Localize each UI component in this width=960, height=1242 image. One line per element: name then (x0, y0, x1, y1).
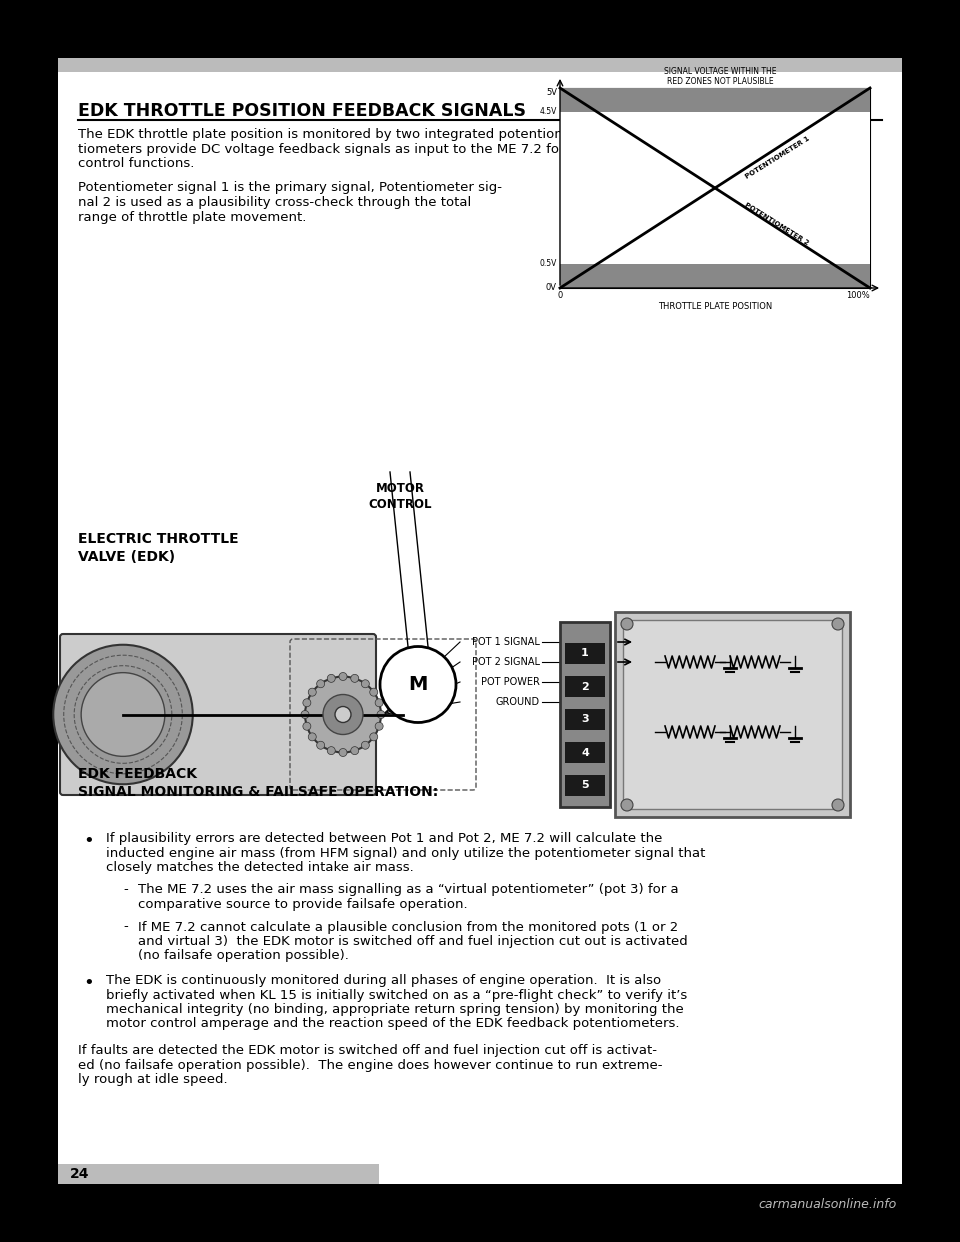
Text: EDK FEEDBACK: EDK FEEDBACK (78, 768, 197, 781)
Text: POT POWER: POT POWER (481, 677, 540, 687)
Text: If faults are detected the EDK motor is switched off and fuel injection cut off : If faults are detected the EDK motor is … (78, 1045, 657, 1057)
Text: POTENTIOMETER 1: POTENTIOMETER 1 (744, 135, 810, 180)
Text: ed (no failsafe operation possible).  The engine does however continue to run ex: ed (no failsafe operation possible). The… (78, 1058, 662, 1072)
Bar (560, 265, 870, 288)
Text: SIGNAL MONITORING & FAILSAFE OPERATION:: SIGNAL MONITORING & FAILSAFE OPERATION: (78, 785, 439, 799)
Circle shape (302, 723, 311, 730)
Text: carmanualsonline.info: carmanualsonline.info (758, 1197, 897, 1211)
Circle shape (305, 677, 381, 753)
Text: nal 2 is used as a plausibility cross-check through the total: nal 2 is used as a plausibility cross-ch… (78, 196, 471, 209)
Text: control functions.: control functions. (78, 156, 194, 170)
Circle shape (327, 674, 335, 682)
Bar (58, 58, 902, 1184)
Text: 5: 5 (581, 780, 588, 790)
Circle shape (317, 679, 324, 688)
Text: The ME 7.2 uses the air mass signalling as a “virtual potentiometer” (pot 3) for: The ME 7.2 uses the air mass signalling … (138, 883, 679, 897)
Text: mechanical integrity (no binding, appropriate return spring tension) by monitori: mechanical integrity (no binding, approp… (106, 1004, 684, 1016)
Circle shape (370, 733, 377, 740)
Circle shape (301, 710, 309, 719)
Text: -: - (123, 920, 128, 934)
Text: -: - (123, 883, 128, 897)
Bar (565, 709, 605, 730)
Circle shape (308, 688, 316, 697)
FancyBboxPatch shape (60, 633, 376, 795)
Circle shape (621, 619, 633, 630)
Circle shape (317, 741, 324, 749)
Text: briefly activated when KL 15 is initially switched on as a “pre-flight check” to: briefly activated when KL 15 is initiall… (106, 989, 687, 1001)
Text: inducted engine air mass (from HFM signal) and only utilize the potentiometer si: inducted engine air mass (from HFM signa… (106, 847, 706, 859)
Circle shape (361, 741, 370, 749)
Text: closely matches the detected intake air mass.: closely matches the detected intake air … (106, 861, 414, 874)
Circle shape (327, 746, 335, 755)
Text: 0.5V: 0.5V (540, 260, 557, 268)
Bar (623, 620, 842, 809)
Text: MOTOR
CONTROL: MOTOR CONTROL (369, 482, 432, 510)
Bar (565, 676, 605, 697)
Text: 3: 3 (581, 714, 588, 724)
Text: comparative source to provide failsafe operation.: comparative source to provide failsafe o… (138, 898, 468, 910)
Text: If ME 7.2 cannot calculate a plausible conclusion from the monitored pots (1 or : If ME 7.2 cannot calculate a plausible c… (138, 920, 679, 934)
Text: range of throttle plate movement.: range of throttle plate movement. (78, 210, 306, 224)
Text: •: • (83, 832, 94, 850)
Text: 100%: 100% (847, 291, 870, 301)
Text: Potentiometer signal 1 is the primary signal, Potentiometer sig-: Potentiometer signal 1 is the primary si… (78, 181, 502, 195)
Text: •: • (83, 974, 94, 992)
Text: ELECTRIC THROTTLE
VALVE (EDK): ELECTRIC THROTTLE VALVE (EDK) (78, 532, 239, 564)
Text: 4: 4 (581, 748, 588, 758)
Circle shape (53, 645, 193, 784)
Text: tiometers provide DC voltage feedback signals as input to the ME 7.2 for throttl: tiometers provide DC voltage feedback si… (78, 143, 676, 155)
Bar (615, 612, 850, 817)
Text: POTENTIOMETER 2: POTENTIOMETER 2 (744, 201, 810, 246)
Text: The EDK is continuously monitored during all phases of engine operation.  It is : The EDK is continuously monitored during… (106, 974, 661, 987)
Text: 0V: 0V (546, 283, 557, 293)
Circle shape (350, 746, 359, 755)
Text: If plausibility errors are detected between Pot 1 and Pot 2, ME 7.2 will calcula: If plausibility errors are detected betw… (106, 832, 662, 845)
Bar (560, 88, 870, 288)
Text: POT 2 SIGNAL: POT 2 SIGNAL (472, 657, 540, 667)
Circle shape (375, 699, 383, 707)
Circle shape (380, 647, 456, 723)
Bar (58, 1164, 378, 1184)
Text: motor control amperage and the reaction speed of the EDK feedback potentiometers: motor control amperage and the reaction … (106, 1017, 680, 1031)
Circle shape (375, 723, 383, 730)
Bar (58, 58, 902, 72)
Text: ly rough at idle speed.: ly rough at idle speed. (78, 1073, 228, 1086)
Bar (565, 643, 605, 664)
Circle shape (339, 672, 347, 681)
Text: 0: 0 (558, 291, 563, 301)
Text: 1: 1 (581, 648, 588, 658)
Circle shape (832, 799, 844, 811)
Circle shape (308, 733, 316, 740)
Text: The EDK throttle plate position is monitored by two integrated potentiometers. T: The EDK throttle plate position is monit… (78, 128, 683, 142)
Circle shape (361, 679, 370, 688)
Circle shape (302, 699, 311, 707)
Text: 4.5V: 4.5V (540, 108, 557, 117)
Bar (560, 88, 870, 112)
Circle shape (323, 694, 363, 734)
Circle shape (82, 673, 165, 756)
Text: 2: 2 (581, 682, 588, 692)
Circle shape (350, 674, 359, 682)
Circle shape (621, 799, 633, 811)
Circle shape (832, 619, 844, 630)
Text: EDK THROTTLE POSITION FEEDBACK SIGNALS: EDK THROTTLE POSITION FEEDBACK SIGNALS (78, 102, 526, 120)
Text: and virtual 3)  the EDK motor is switched off and fuel injection cut out is acti: and virtual 3) the EDK motor is switched… (138, 935, 687, 948)
Circle shape (339, 749, 347, 756)
Text: GROUND: GROUND (496, 697, 540, 707)
Text: M: M (408, 674, 428, 694)
Text: THROTTLE PLATE POSITION: THROTTLE PLATE POSITION (658, 302, 772, 310)
Text: SIGNAL VOLTAGE WITHIN THE
RED ZONES NOT PLAUSIBLE: SIGNAL VOLTAGE WITHIN THE RED ZONES NOT … (663, 67, 777, 86)
Text: POT 1 SIGNAL: POT 1 SIGNAL (472, 637, 540, 647)
Circle shape (370, 688, 377, 697)
Bar (560, 622, 610, 807)
Bar (565, 775, 605, 796)
Bar (560, 112, 870, 265)
Text: 24: 24 (70, 1167, 89, 1181)
Circle shape (377, 710, 385, 719)
Circle shape (335, 707, 351, 723)
Text: (no failsafe operation possible).: (no failsafe operation possible). (138, 949, 348, 963)
Text: 5V: 5V (546, 88, 557, 97)
Bar (565, 741, 605, 764)
